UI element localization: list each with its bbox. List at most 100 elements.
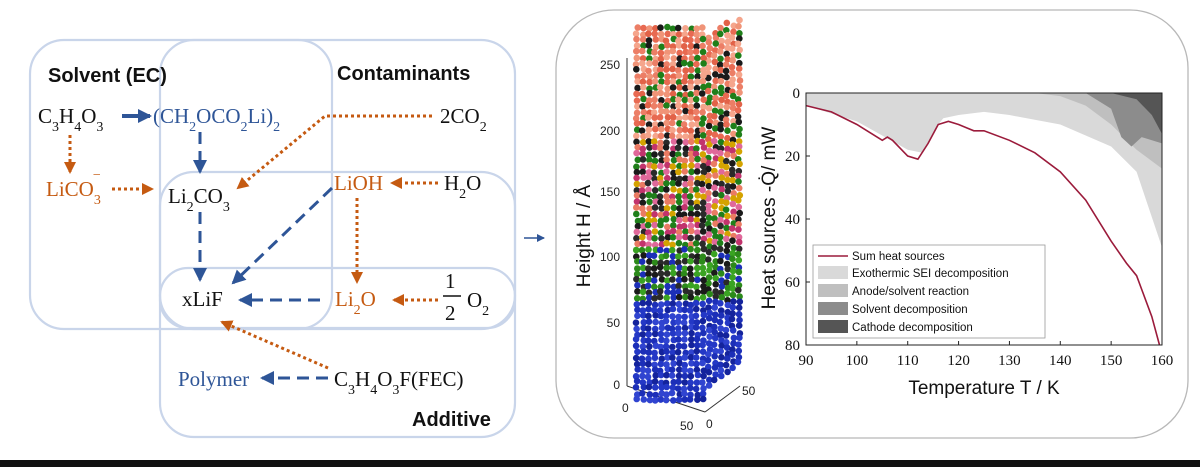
additive-label: Additive [412,409,491,431]
atom [664,306,672,314]
atom [645,241,652,248]
atom [675,168,682,176]
x-tick-label: 100 [846,353,869,369]
atom [651,143,659,151]
atom [718,372,725,380]
atom [668,325,676,333]
atom [652,318,659,326]
atom [657,132,665,140]
atom [674,67,682,74]
atom [692,299,700,307]
atom [668,246,676,254]
atom [645,174,653,181]
atom [675,276,683,284]
atom [712,77,719,85]
atom [718,342,725,350]
atom [706,290,713,298]
atom [711,100,719,107]
ec-product-formula: (CH2OCO2Li)2 [153,104,280,135]
atom [734,250,742,258]
atom [698,120,706,127]
atom [717,138,725,146]
atom [730,122,737,130]
atom [734,107,742,114]
atom [699,109,706,116]
atom [633,66,640,73]
atom [693,216,701,224]
atom [674,318,682,326]
atom [729,200,737,208]
atom [712,40,720,47]
atom [682,114,689,121]
atom [730,118,737,125]
atom [668,366,676,374]
atom [682,25,689,32]
atom [651,151,658,158]
atom [670,186,677,193]
atom [729,171,736,178]
atom [693,270,701,278]
atom [724,284,732,292]
atom [645,276,652,283]
structure-ytick-50: 50 [607,316,621,330]
atom [724,242,731,249]
atom [669,259,676,266]
atom [669,126,676,134]
structure-ytick-250: 250 [600,58,620,72]
x-axis-ticks: 90 100 110 120 130 140 150 160 [799,341,1173,369]
atom [716,61,724,69]
atom [640,31,647,39]
atom [710,52,718,59]
atom [687,367,694,375]
solvent-label: Solvent (EC) [48,65,167,87]
atom [658,185,665,193]
atom [652,25,659,32]
atom [681,306,688,314]
atom [676,162,683,170]
atom [722,116,730,124]
atom [735,167,743,175]
atom [644,179,652,187]
atom [729,76,736,83]
atom [694,37,701,44]
atom [729,351,736,358]
half-denominator: 2 [445,301,456,325]
atom [670,55,678,62]
atom [657,71,665,79]
atom [735,275,742,283]
atom [712,220,719,227]
atom [639,181,646,189]
atom [663,270,671,277]
atom [646,89,653,97]
atom [687,257,694,265]
atom [676,126,684,134]
atom [711,269,718,277]
atom [645,191,653,199]
atom [698,258,706,265]
structure-ytick-150: 150 [600,185,620,199]
atom [712,155,720,162]
atom [645,337,652,345]
atom [634,156,642,164]
atom [676,216,683,224]
atom [650,277,658,284]
atom [711,323,718,331]
atom [634,366,641,373]
atom [664,300,671,307]
atom [675,313,682,321]
atom [700,193,707,201]
atom [669,354,676,362]
atom [657,61,665,68]
atom [651,384,659,391]
atom [694,289,701,296]
atom [717,331,724,339]
atom [638,258,646,266]
atom [735,23,742,30]
atom [693,84,701,92]
atom [711,107,719,115]
atom [735,216,742,223]
atom [717,270,725,277]
atom [652,43,660,51]
atom [687,245,694,253]
atom [682,36,689,43]
